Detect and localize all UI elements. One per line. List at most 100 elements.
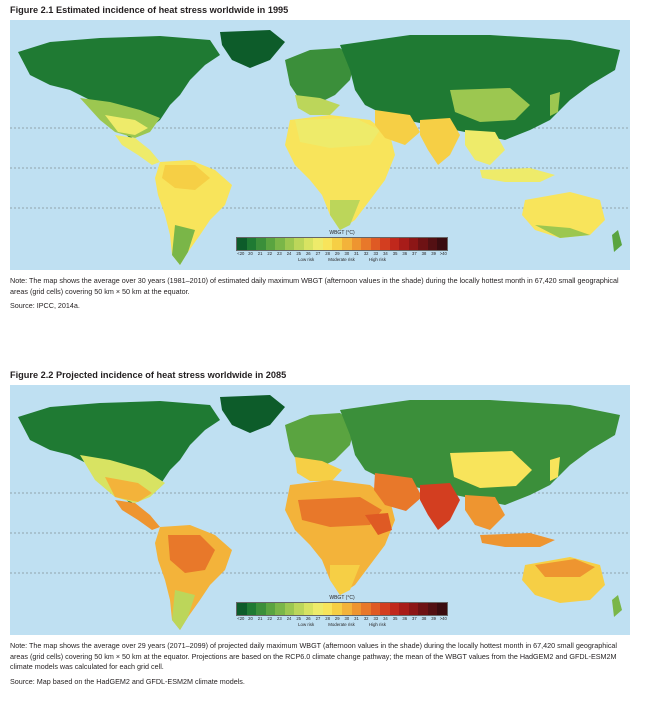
figure-1-note: Note: The map shows the average over 30 … [10, 276, 619, 296]
legend-2-tick: 26 [305, 616, 311, 621]
legend-2-swatch [303, 603, 314, 615]
new-zealand-2 [612, 595, 622, 617]
legend-1-tick: 20 [248, 251, 253, 256]
us-south-2 [105, 477, 152, 502]
se-asia-1 [465, 130, 505, 165]
legend-2-swatch [370, 603, 381, 615]
figure-1-title: Figure 2.1 Estimated incidence of heat s… [10, 5, 289, 15]
legend-2-risk-low: Low risk [298, 622, 315, 627]
legend-1-tick: 37 [412, 251, 417, 256]
legend-2-swatch [322, 603, 333, 615]
legend-1-swatch [389, 238, 400, 250]
legend-2-tick: 35 [392, 616, 398, 621]
indonesia-2 [480, 533, 555, 547]
legend-2-tick: 37 [412, 616, 417, 621]
legend-1-tick: 26 [305, 251, 311, 256]
world-map-1995: WBGT (°C) <20 20 21 22 23 24 25 26 27 28 29 30 31 32 3… [10, 20, 630, 270]
north-america-1 [18, 36, 220, 138]
central-america-1 [115, 135, 160, 165]
legend-1-swatch [332, 238, 343, 250]
greenland-2 [220, 395, 285, 433]
legend-2-tick: 29 [334, 616, 340, 621]
south-america-2-south [172, 590, 195, 630]
south-america-1-south [172, 225, 195, 265]
africa-1-sahara [295, 118, 380, 148]
legend-1-tick: 29 [334, 251, 340, 256]
legend-2-risks: Low risk Moderate risk High risk [236, 622, 448, 628]
indonesia-1 [480, 168, 555, 182]
legend-1-swatch [275, 238, 285, 250]
legend-2-ticks: <20 20 21 22 23 24 25 26 27 28 29 30 31 32 33 34 35 36 37 3… [236, 616, 448, 622]
legend-2-tick: 20 [248, 616, 253, 621]
central-america-2 [115, 500, 160, 530]
india-1 [420, 118, 460, 165]
legend-1-tick: 21 [257, 251, 263, 256]
legend-1-tick: 34 [383, 251, 388, 256]
china-1 [450, 88, 530, 122]
legend-1-swatch [408, 238, 419, 250]
legend-2-title: WBGT (°C) [329, 595, 355, 601]
map-2085-graphic [10, 395, 630, 630]
legend-1-swatch [265, 238, 276, 250]
legend-2-swatch [294, 603, 304, 615]
legend-1-swatches [236, 237, 448, 251]
legend-2-swatch [265, 603, 276, 615]
legend-2-swatch [418, 603, 428, 615]
legend-2-risk-moderate: Moderate risk [328, 622, 355, 627]
legend-1-title: WBGT (°C) [329, 230, 355, 236]
legend-1-swatch [437, 238, 448, 250]
legend-1-risk-high: High risk [368, 257, 386, 262]
legend-1-tick: >40 [439, 251, 447, 256]
legend-1-tick: 22 [267, 251, 273, 256]
figure-2: Figure 2.2 Projected incidence of heat s… [10, 365, 630, 687]
legend-1-swatch [351, 238, 362, 250]
legend-2-tick: 38 [421, 616, 427, 621]
legend-2: WBGT (°C) <20 20 21 22 23 24 25 26 27 28 29 30 31 32 3… [236, 595, 448, 635]
legend-2-tick: 22 [267, 616, 273, 621]
legend-2-swatch [389, 603, 400, 615]
legend-1-tick: 28 [325, 251, 330, 256]
europe-1-south [295, 95, 340, 115]
middle-east-2 [374, 473, 422, 511]
legend-2-tick: 30 [344, 616, 350, 621]
legend-2-tick: 39 [431, 616, 436, 621]
india-2 [420, 483, 460, 530]
legend-1-tick: 30 [344, 251, 350, 256]
africa-2-south [330, 565, 360, 595]
legend-1: WBGT (°C) <20 20 21 22 23 24 25 26 27 28 29 30 31 32 3… [236, 230, 448, 270]
legend-2-swatch [256, 603, 266, 615]
legend-1-swatch [322, 238, 333, 250]
se-asia-2 [465, 495, 505, 530]
legend-2-tick: 21 [257, 616, 263, 621]
legend-2-tick: 27 [315, 616, 321, 621]
legend-1-tick: 35 [392, 251, 398, 256]
legend-1-tick: 25 [296, 251, 301, 256]
legend-1-tick: 23 [277, 251, 282, 256]
legend-1-ticks: <20 20 21 22 23 24 25 26 27 28 29 30 31 32 33 34 35 36 37 3… [236, 251, 448, 257]
europe-2 [285, 413, 355, 470]
legend-1-swatch [399, 238, 409, 250]
legend-2-tick: 33 [373, 616, 379, 621]
legend-2-swatch [342, 603, 352, 615]
legend-2-swatch [380, 603, 390, 615]
south-america-2-core [168, 535, 215, 573]
legend-2-swatch [437, 603, 448, 615]
north-america-2 [18, 401, 220, 503]
middle-east-1 [375, 110, 420, 145]
greenland-1 [220, 30, 285, 68]
europe-1 [285, 48, 355, 105]
legend-1-tick: 32 [363, 251, 369, 256]
legend-2-tick: 25 [296, 616, 301, 621]
legend-1-tick: 27 [315, 251, 321, 256]
legend-2-tick: <20 [237, 616, 245, 621]
figure-2-note: Note: The map shows the average over 29 … [10, 641, 618, 671]
legend-2-swatch [351, 603, 362, 615]
legend-1-swatch [380, 238, 390, 250]
australia-2-north [535, 559, 595, 577]
legend-1-swatch [256, 238, 266, 250]
japan-1 [550, 92, 560, 116]
legend-2-tick: 34 [383, 616, 388, 621]
legend-1-swatch [284, 238, 295, 250]
australia-1-south [535, 225, 590, 238]
legend-1-swatch [237, 238, 247, 250]
